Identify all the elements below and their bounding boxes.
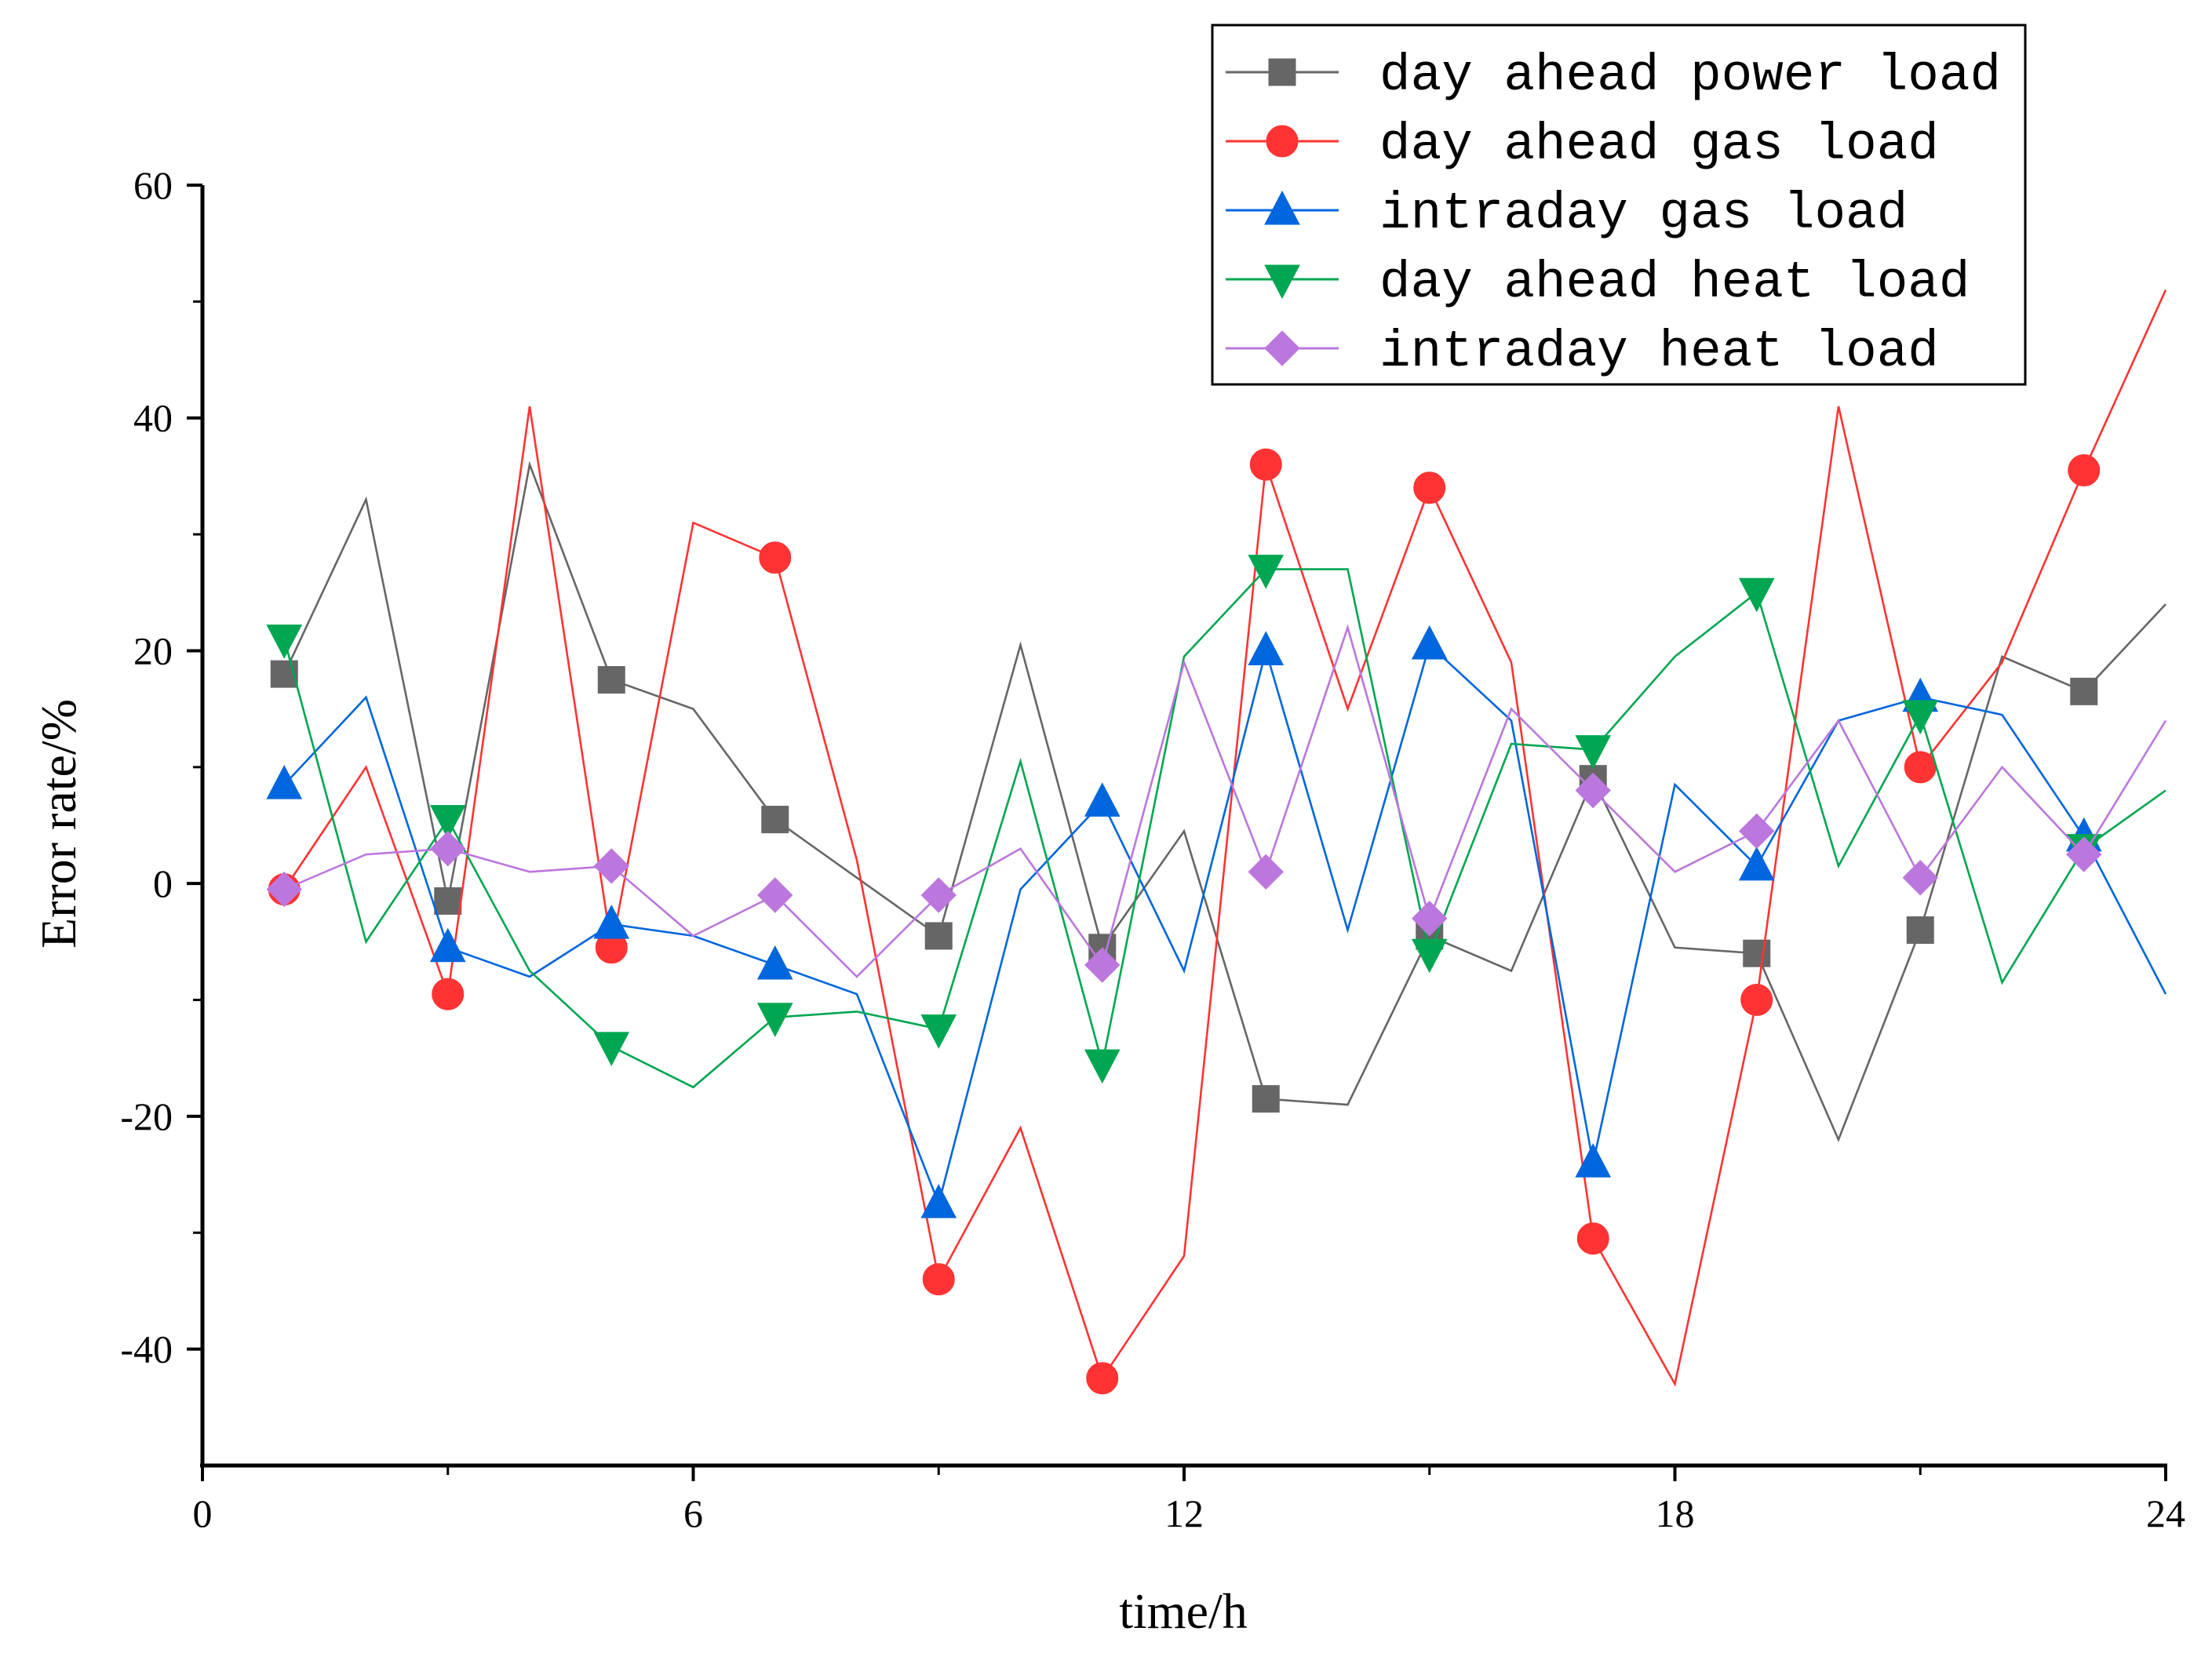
data-point	[1740, 984, 1773, 1017]
data-point	[593, 1032, 630, 1066]
data-point	[429, 805, 466, 839]
data-point	[430, 830, 466, 867]
x-axis-title: time/h	[1119, 1583, 1248, 1639]
series-line	[283, 289, 2167, 1387]
data-point	[1411, 938, 1448, 974]
series-intraday-gas-load	[266, 624, 2167, 1218]
data-point	[1248, 854, 1284, 890]
legend-marker	[1264, 264, 1300, 300]
data-point	[920, 1014, 957, 1049]
series-day-ahead-heat-load	[266, 555, 2166, 1089]
data-point	[1412, 900, 1448, 937]
legend-box	[1211, 24, 2027, 386]
data-point	[429, 927, 466, 963]
legend-label: intraday gas load	[1379, 184, 1908, 243]
data-point	[2068, 453, 2101, 486]
data-point	[922, 1263, 955, 1296]
legend-label: day ahead power load	[1379, 46, 2001, 105]
data-point	[1248, 555, 1285, 589]
data-point	[266, 624, 303, 659]
y-tick-label: -20	[120, 1094, 173, 1138]
legend-marker	[1268, 58, 1296, 86]
data-point	[1411, 624, 1448, 660]
y-tick-label: 60	[133, 163, 173, 207]
data-point	[597, 666, 625, 694]
legend-label: day ahead heat load	[1379, 253, 1970, 312]
data-point	[1252, 1085, 1280, 1113]
data-point	[266, 764, 303, 799]
data-point	[1739, 813, 1775, 850]
y-axis-title: Error rate/%	[31, 699, 86, 949]
data-point	[1084, 947, 1121, 983]
data-point	[1084, 1049, 1121, 1084]
data-point	[757, 877, 793, 913]
x-tick-label: 6	[683, 1491, 703, 1535]
data-point	[761, 806, 789, 834]
data-point	[756, 1003, 793, 1037]
data-point	[1902, 860, 1938, 896]
data-point	[1084, 782, 1121, 817]
data-point	[1576, 1222, 1609, 1255]
data-point	[1738, 846, 1775, 881]
data-point	[1086, 1362, 1119, 1395]
legend-label: day ahead gas load	[1379, 115, 1939, 174]
data-point	[266, 871, 302, 908]
data-point	[1743, 939, 1771, 967]
legend-label: intraday heat load	[1379, 322, 1939, 381]
series-line	[283, 461, 2166, 1142]
data-point	[1248, 631, 1285, 665]
data-point	[1249, 448, 1282, 481]
data-point	[759, 541, 792, 574]
data-point	[1575, 1143, 1612, 1178]
series-intraday-heat-load	[266, 624, 2167, 983]
data-point	[920, 1184, 957, 1218]
data-point	[1413, 472, 1446, 504]
data-point	[2070, 677, 2098, 705]
data-point	[1904, 751, 1937, 784]
x-tick-label: 24	[2146, 1491, 2185, 1535]
y-tick-label: 0	[153, 861, 173, 905]
data-point	[593, 905, 630, 939]
series-layer	[266, 289, 2167, 1395]
legend: day ahead power load day ahead gas load in…	[1211, 24, 2027, 386]
x-tick-label: 12	[1164, 1491, 1204, 1535]
data-point	[432, 978, 465, 1010]
y-tick-label: -40	[120, 1327, 173, 1371]
data-point	[593, 848, 629, 884]
data-point	[2066, 836, 2102, 872]
x-tick-label: 0	[193, 1491, 213, 1535]
data-point	[1575, 772, 1611, 809]
data-point	[1906, 916, 1934, 945]
data-point	[1738, 577, 1775, 613]
data-point	[1575, 735, 1612, 770]
legend-marker	[1266, 125, 1299, 158]
series-line	[283, 643, 2167, 1207]
y-tick-label: 20	[133, 628, 173, 672]
data-point	[924, 922, 953, 950]
data-point	[756, 945, 793, 980]
data-point	[920, 877, 957, 913]
series-line	[283, 624, 2167, 978]
x-tick-label: 18	[1656, 1491, 1695, 1535]
legend-marker	[1264, 330, 1300, 366]
data-point	[1902, 700, 1939, 735]
y-ticks: 60 40 20 0 -20 -40	[120, 163, 202, 1371]
series-day-ahead-power-load	[270, 461, 2166, 1142]
y-tick-label: 40	[133, 396, 173, 440]
legend-marker	[1264, 190, 1300, 225]
data-point	[434, 887, 462, 915]
x-ticks: 0 6 12 18 24	[193, 1466, 2185, 1535]
